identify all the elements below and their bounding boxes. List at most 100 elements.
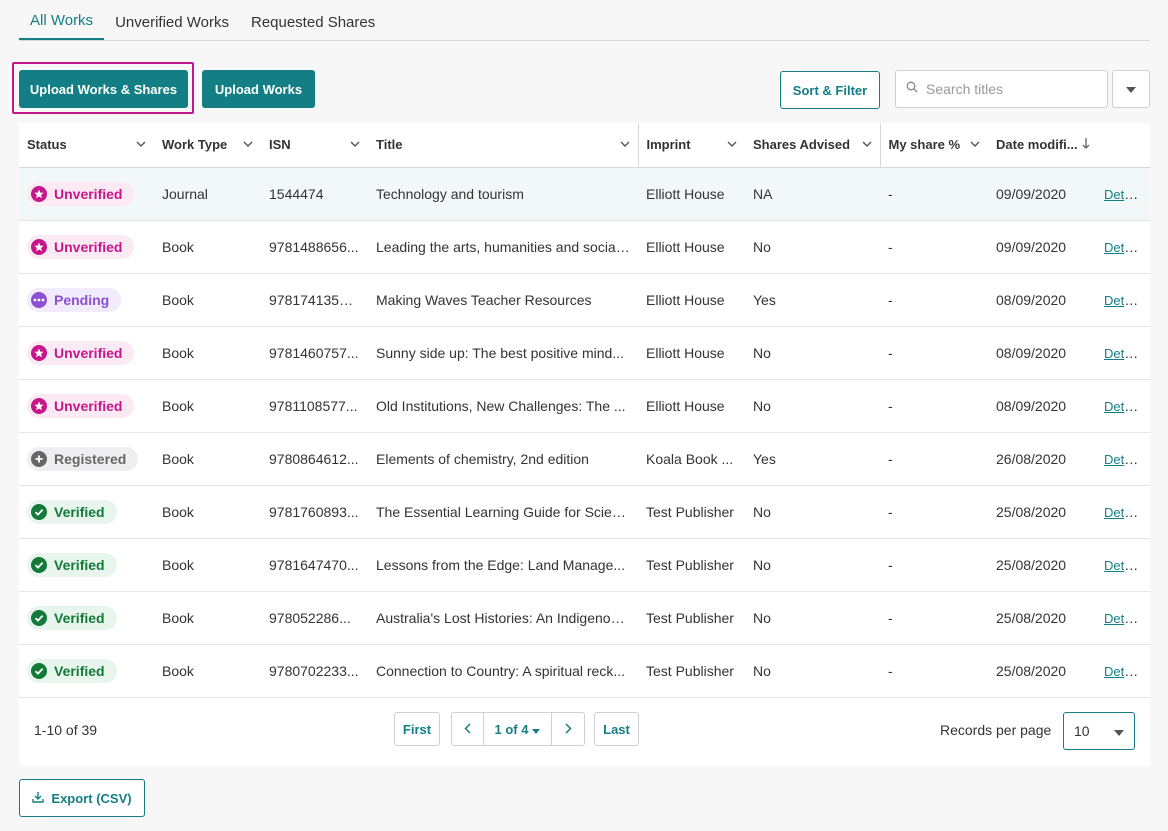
search-input[interactable] xyxy=(926,81,1096,97)
shares-advised-cell: No xyxy=(753,238,771,255)
details-link[interactable]: Details xyxy=(1104,610,1144,626)
next-page-button[interactable] xyxy=(552,713,584,745)
table-row[interactable]: Pending Book 97817413535... Making Waves Te… xyxy=(19,273,1150,326)
column-header-shares-advised[interactable]: Shares Advised xyxy=(745,123,880,167)
pagination-bar: 1-10 of 39 First 1 of 4 Last Records per… xyxy=(19,697,1150,766)
shares-advised-cell: No xyxy=(753,503,771,520)
title-cell: Lessons from the Edge: Land Manage... xyxy=(376,556,626,573)
status-badge: Verified xyxy=(27,499,117,524)
check-circle-icon xyxy=(31,609,47,626)
table-row[interactable]: Verified Book 9781760893... The Essential L… xyxy=(19,485,1150,538)
status-badge: Unverified xyxy=(27,393,135,418)
imprint-cell: Elliott House xyxy=(646,344,725,361)
dots-circle-icon xyxy=(31,291,47,308)
download-icon xyxy=(32,791,45,806)
column-header-date-modified[interactable]: Date modifi... xyxy=(988,123,1096,167)
export-csv-button[interactable]: Export (CSV) xyxy=(19,779,145,817)
table-row[interactable]: Unverified Book 9781460757... Sunny side up… xyxy=(19,326,1150,379)
works-table: Status Work Type ISN Title Imprint Share… xyxy=(19,123,1150,698)
details-link[interactable]: Details xyxy=(1104,557,1144,573)
chevron-right-icon xyxy=(564,722,572,737)
details-link[interactable]: Details xyxy=(1104,398,1144,414)
table-row[interactable]: Verified Book 978052286... Australia's Lost… xyxy=(19,591,1150,644)
status-badge: Registered xyxy=(27,446,139,471)
my-share-cell: - xyxy=(888,185,893,202)
tab-all-works[interactable]: All Works xyxy=(19,0,105,40)
my-share-cell: - xyxy=(888,397,893,414)
details-link[interactable]: Details xyxy=(1104,663,1144,679)
actions-cell: Details xyxy=(1096,326,1150,379)
previous-page-button[interactable] xyxy=(452,713,484,745)
details-link[interactable]: Details xyxy=(1104,239,1144,255)
actions-cell: Details xyxy=(1096,273,1150,326)
isn-cell: 978052286... xyxy=(269,609,351,626)
column-header-my-share[interactable]: My share % xyxy=(879,123,988,167)
page-navigator: 1 of 4 xyxy=(451,712,585,746)
tab-bar: All Works Unverified Works Requested Sha… xyxy=(19,0,1150,41)
column-header-imprint[interactable]: Imprint xyxy=(637,123,745,167)
details-link[interactable]: Details xyxy=(1104,504,1144,520)
isn-cell: 9780702233... xyxy=(269,662,359,679)
title-cell: Technology and tourism xyxy=(376,185,524,202)
table-row[interactable]: Unverified Journal 1544474 Technology and t… xyxy=(19,167,1150,220)
upload-works-button[interactable]: Upload Works xyxy=(202,70,315,108)
isn-cell: 9781488656... xyxy=(269,238,359,255)
column-header-isn[interactable]: ISN xyxy=(261,123,368,167)
chevron-down-icon xyxy=(862,137,872,152)
isn-cell: 9781760893... xyxy=(269,503,359,520)
tab-unverified-works[interactable]: Unverified Works xyxy=(115,14,229,31)
records-per-page-select[interactable]: 10 xyxy=(1063,712,1135,750)
status-badge: Verified xyxy=(27,552,117,577)
status-cell: Verified xyxy=(19,644,154,697)
work-type-cell: Book xyxy=(162,450,194,467)
column-header-actions xyxy=(1096,123,1150,167)
details-link[interactable]: Details xyxy=(1104,451,1144,467)
actions-cell: Details xyxy=(1096,538,1150,591)
work-type-cell: Book xyxy=(162,503,194,520)
details-link[interactable]: Details xyxy=(1104,186,1144,202)
status-badge: Verified xyxy=(27,605,117,630)
column-header-status[interactable]: Status xyxy=(19,123,154,167)
my-share-cell: - xyxy=(888,609,893,626)
title-cell: Australia's Lost Histories: An Indigenou… xyxy=(376,609,631,626)
shares-advised-cell: No xyxy=(753,397,771,414)
records-count: 1-10 of 39 xyxy=(34,722,98,738)
last-page-button[interactable]: Last xyxy=(594,712,639,746)
status-badge: Unverified xyxy=(27,340,135,365)
work-type-cell: Journal xyxy=(162,185,208,202)
caret-down-icon xyxy=(532,722,541,737)
upload-works-shares-button[interactable]: Upload Works & Shares xyxy=(19,70,188,108)
column-header-title[interactable]: Title xyxy=(368,123,638,167)
tab-requested-shares[interactable]: Requested Shares xyxy=(250,14,376,31)
work-type-cell: Book xyxy=(162,397,194,414)
actions-cell: Details xyxy=(1096,432,1150,485)
sort-arrow-down-icon xyxy=(1082,137,1090,152)
actions-cell: Details xyxy=(1096,167,1150,220)
chevron-down-icon xyxy=(136,137,146,152)
status-cell: Verified xyxy=(19,591,154,644)
details-link[interactable]: Details xyxy=(1104,292,1144,308)
actions-cell: Details xyxy=(1096,220,1150,273)
details-link[interactable]: Details xyxy=(1104,345,1144,361)
table-row[interactable]: Registered Book 9780864612... Elements of c… xyxy=(19,432,1150,485)
shares-advised-cell: No xyxy=(753,609,771,626)
title-cell: Elements of chemistry, 2nd edition xyxy=(376,450,589,467)
search-box xyxy=(895,70,1108,108)
first-page-button[interactable]: First xyxy=(394,712,440,746)
column-header-work-type[interactable]: Work Type xyxy=(154,123,261,167)
date-modified-cell: 25/08/2020 xyxy=(996,503,1067,520)
imprint-cell: Test Publisher xyxy=(646,609,734,626)
date-modified-cell: 08/09/2020 xyxy=(996,344,1067,361)
my-share-cell: - xyxy=(888,291,893,308)
table-row[interactable]: Unverified Book 9781108577... Old Instituti… xyxy=(19,379,1150,432)
imprint-cell: Elliott House xyxy=(646,291,725,308)
table-row[interactable]: Unverified Book 9781488656... Leading the a… xyxy=(19,220,1150,273)
search-options-dropdown[interactable] xyxy=(1112,70,1150,108)
imprint-cell: Elliott House xyxy=(646,397,725,414)
records-per-page-label: Records per page xyxy=(940,722,1052,738)
upload-works-shares-highlight xyxy=(12,62,194,114)
current-page-select[interactable]: 1 of 4 xyxy=(484,713,552,745)
table-row[interactable]: Verified Book 9781647470... Lessons from th… xyxy=(19,538,1150,591)
table-row[interactable]: Verified Book 9780702233... Connection to C… xyxy=(19,644,1150,697)
sort-filter-button[interactable]: Sort & Filter xyxy=(780,71,880,109)
